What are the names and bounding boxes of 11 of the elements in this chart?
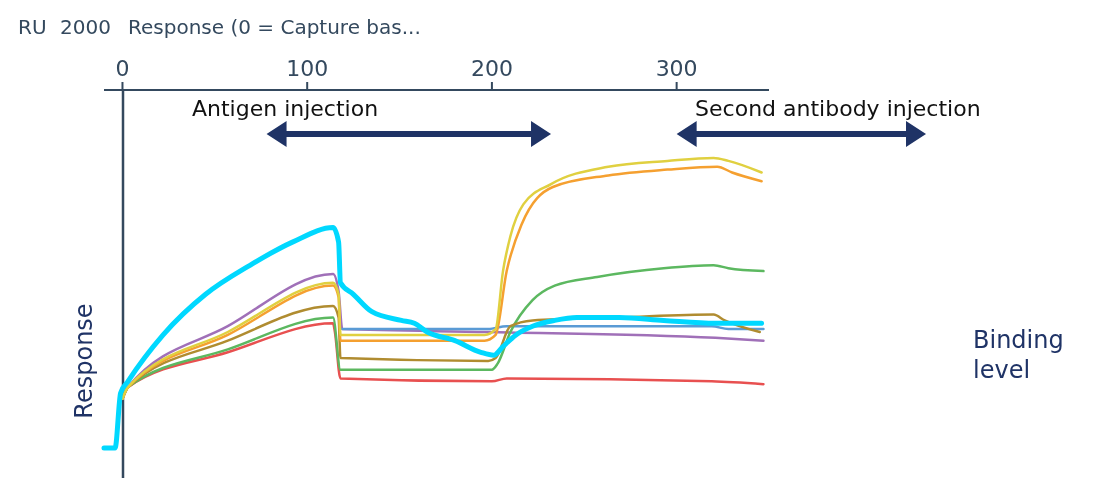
text: 2000 (60, 15, 111, 39)
x-tick-label: 300 (655, 56, 698, 81)
text: Antigen injection (191, 96, 379, 121)
text: Binding level (973, 326, 1064, 384)
x-tick-label: 100 (286, 56, 329, 81)
text: Response (0 = Capture bas... (128, 15, 421, 39)
x-tick-label: 200 (470, 56, 513, 81)
y-axis-title: Response (70, 303, 98, 419)
text: Second antibody injection (695, 96, 981, 121)
text: RU (18, 15, 47, 39)
x-tick-label: 0 (115, 56, 130, 81)
